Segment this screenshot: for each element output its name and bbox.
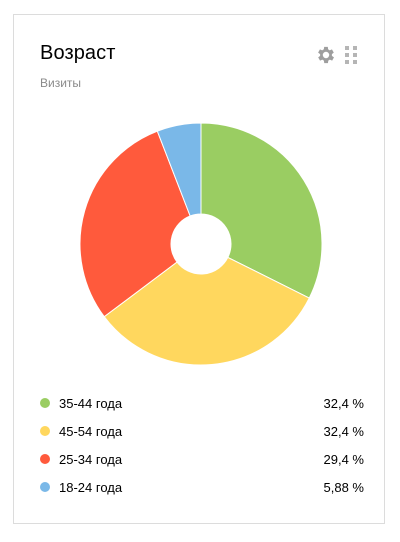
legend-value: 32,4 % [323, 395, 364, 411]
widget-title: Возраст [40, 42, 116, 64]
legend-color-dot [40, 426, 50, 436]
legend-value: 32,4 % [323, 423, 364, 439]
legend-item[interactable]: 35-44 года 32,4 % [40, 389, 364, 417]
chart-legend: 35-44 года 32,4 % 45-54 года 32,4 % 25-34 го… [40, 389, 364, 501]
drag-handle-icon[interactable] [344, 45, 358, 65]
legend-label: 45-54 года [59, 423, 123, 439]
gear-icon[interactable] [315, 44, 337, 66]
legend-item[interactable]: 18-24 года 5,88 % [40, 473, 364, 501]
pie-slice-3[interactable] [79, 130, 191, 318]
legend-value: 29,4 % [323, 451, 364, 467]
pie-chart [79, 122, 323, 366]
legend-color-dot [40, 454, 50, 464]
legend-color-dot [40, 398, 50, 408]
legend-value: 5,88 % [323, 479, 364, 495]
legend-label: 35-44 года [59, 395, 123, 411]
age-widget-card: Возраст Визиты 35-44 года 32,4 % 45-54 год… [13, 14, 385, 524]
legend-color-dot [40, 482, 50, 492]
legend-label: 25-34 года [59, 451, 123, 467]
pie-slice-2[interactable] [103, 256, 310, 366]
pie-slice-1[interactable] [200, 122, 323, 299]
legend-label: 18-24 года [59, 479, 123, 495]
legend-item[interactable]: 25-34 года 29,4 % [40, 445, 364, 473]
pie-slice-4[interactable] [156, 122, 202, 217]
widget-subtitle: Визиты [40, 76, 82, 90]
legend-item[interactable]: 45-54 года 32,4 % [40, 417, 364, 445]
